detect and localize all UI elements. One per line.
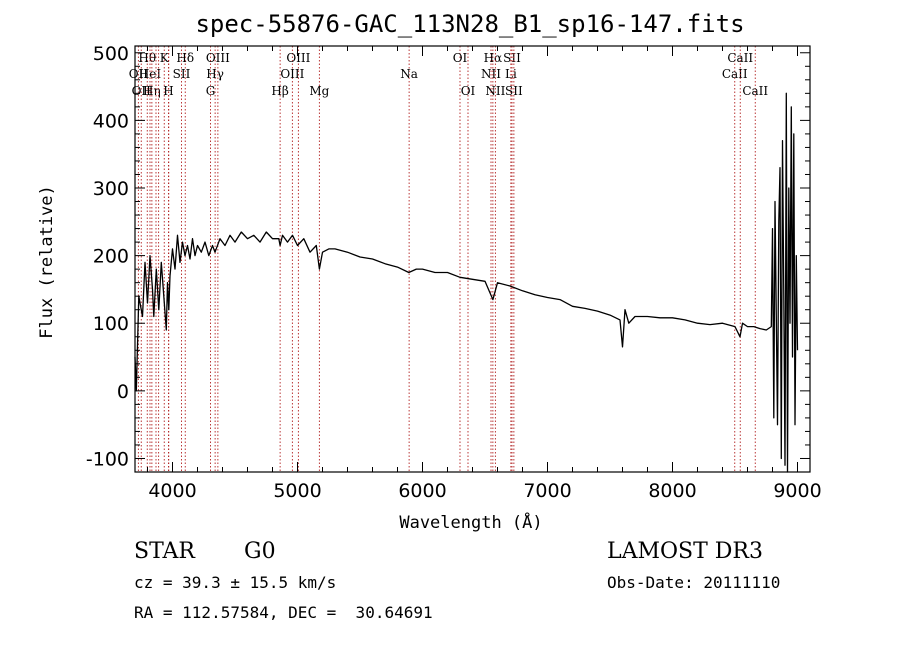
x-tick-label-4000: 4000 bbox=[148, 480, 196, 502]
spectral-line-label-4: Hη bbox=[143, 84, 161, 98]
redshift-value: cz = 39.3 ± 15.5 km/s bbox=[134, 573, 337, 592]
object-subclass: G0 bbox=[244, 539, 276, 564]
y-tick-label-200: 200 bbox=[93, 246, 129, 268]
spectral-line-label-28: CaII bbox=[722, 67, 748, 81]
spectral-line-label-26: SII bbox=[503, 51, 521, 65]
spectral-line-label-23: Hα bbox=[484, 51, 503, 65]
y-axis: -100 0 100 200 300 400 500 bbox=[86, 43, 810, 470]
y-tick-label--100: -100 bbox=[86, 448, 129, 470]
spectral-line-label-19: Na bbox=[400, 67, 418, 81]
spectral-line-label-22: NII bbox=[481, 67, 501, 81]
flux-series bbox=[134, 92, 799, 473]
spectral-line-label-20: OI bbox=[453, 51, 468, 65]
spectral-line-label-16: OIII bbox=[280, 67, 304, 81]
spectral-line-label-12: G bbox=[206, 84, 216, 98]
spectral-line-label-25: Li bbox=[505, 67, 517, 81]
spectral-line-label-7: K bbox=[160, 51, 170, 65]
spectral-line-label-18: Mg bbox=[309, 84, 329, 98]
survey-name: LAMOST DR3 bbox=[607, 539, 763, 564]
spectral-line-label-30: CaII bbox=[742, 84, 768, 98]
spectral-line-label-27: SII bbox=[505, 84, 523, 98]
x-axis-label: Wavelength (Å) bbox=[399, 511, 542, 533]
spectral-line-label-11: Hδ bbox=[176, 51, 194, 65]
spectral-line-label-14: OIII bbox=[206, 51, 230, 65]
x-tick-label-8000: 8000 bbox=[648, 480, 696, 502]
x-axis: 4000 5000 6000 7000 8000 9000 bbox=[147, 46, 822, 502]
spectral-line-label-1: OII bbox=[132, 84, 152, 98]
spectral-line-label-13: Hγ bbox=[206, 67, 224, 81]
observation-date: Obs-Date: 20111110 bbox=[607, 573, 781, 592]
spectral-line-label-3: HeI bbox=[139, 67, 162, 81]
spectral-line-label-17: OIII bbox=[286, 51, 310, 65]
spectral-line-label-0: OII bbox=[129, 67, 149, 81]
x-tick-label-9000: 9000 bbox=[773, 480, 821, 502]
coordinates: RA = 112.57584, DEC = 30.64691 bbox=[134, 603, 433, 622]
y-tick-label-500: 500 bbox=[93, 43, 129, 65]
spectral-line-label-24: NII bbox=[485, 84, 505, 98]
spectral-line-label-21: OI bbox=[461, 84, 476, 98]
x-tick-label-6000: 6000 bbox=[398, 480, 446, 502]
object-class: STAR bbox=[134, 539, 195, 564]
y-tick-label-100: 100 bbox=[93, 313, 129, 335]
chart-title: spec-55876-GAC_113N28_B1_sp16-147.fits bbox=[195, 10, 744, 38]
spectral-line-label-29: CaII bbox=[727, 51, 753, 65]
spectral-line-label-15: Hβ bbox=[271, 84, 288, 98]
flux-line bbox=[134, 92, 799, 473]
y-tick-label-400: 400 bbox=[93, 110, 129, 132]
y-tick-label-0: 0 bbox=[117, 381, 129, 403]
y-tick-label-300: 300 bbox=[93, 178, 129, 200]
spectral-line-markers: OIIOIIHθHeIHηKHSIIHδGHγOIIIHβOIIIOIIIMgN… bbox=[129, 46, 768, 472]
y-axis-label: Flux (relative) bbox=[37, 185, 57, 339]
spectral-line-label-8: H bbox=[163, 84, 173, 98]
x-tick-label-7000: 7000 bbox=[523, 480, 571, 502]
x-tick-label-5000: 5000 bbox=[273, 480, 321, 502]
plot-frame bbox=[134, 45, 811, 473]
spectral-line-label-10: SII bbox=[173, 67, 191, 81]
